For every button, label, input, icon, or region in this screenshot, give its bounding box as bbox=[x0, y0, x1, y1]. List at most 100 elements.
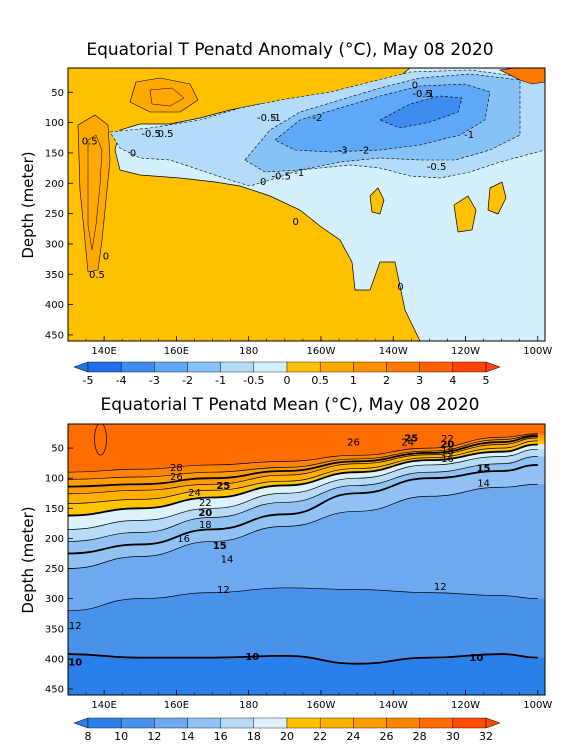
contour-label: 20 bbox=[198, 508, 212, 519]
colorbar-segment bbox=[353, 717, 387, 729]
contour-label: 16 bbox=[441, 454, 454, 465]
contour-label: 26 bbox=[347, 438, 360, 449]
anomaly-east-blob-2 bbox=[487, 181, 507, 215]
mean-warm-pocket bbox=[94, 424, 107, 456]
colorbar-label: 18 bbox=[247, 730, 261, 743]
colorbar-label: -1 bbox=[215, 374, 226, 387]
x-tick-label: 100W bbox=[523, 346, 552, 357]
mean-contour-20 bbox=[68, 443, 538, 517]
contour-label: 14 bbox=[221, 554, 234, 565]
y-tick-label: 250 bbox=[45, 209, 64, 220]
colorbar-segment bbox=[452, 361, 487, 373]
colorbar-segment bbox=[253, 717, 288, 729]
colorbar-label: -5 bbox=[83, 374, 94, 387]
colorbar-label: 2 bbox=[383, 374, 390, 387]
colorbar-right-arrow bbox=[485, 361, 501, 373]
colorbar-segment bbox=[452, 717, 487, 729]
colorbar-segment bbox=[154, 361, 188, 373]
contour-label: 22 bbox=[199, 498, 212, 509]
colorbar-label: 8 bbox=[85, 730, 92, 743]
y-tick-label: 400 bbox=[45, 654, 64, 665]
x-tick-label: 180 bbox=[239, 700, 258, 711]
colorbar-segment bbox=[87, 717, 122, 729]
colorbar-label: 32 bbox=[479, 730, 493, 743]
colorbar-label: 3 bbox=[416, 374, 423, 387]
anomaly-y-ticks: 50 100 150 200 250 300 350 400 450 bbox=[45, 88, 73, 341]
y-tick-label: 450 bbox=[45, 330, 64, 341]
contour-label: -3 bbox=[338, 145, 348, 156]
colorbar-segment bbox=[286, 717, 321, 729]
mean-contour-24 bbox=[68, 437, 538, 495]
colorbar-segment bbox=[120, 361, 155, 373]
mean-frame bbox=[67, 423, 546, 696]
colorbar-segment bbox=[220, 361, 255, 373]
colorbar-label: 1 bbox=[350, 374, 357, 387]
contour-label: 16 bbox=[177, 534, 190, 545]
colorbar-label: 10 bbox=[114, 730, 128, 743]
contour-label: 0.5 bbox=[158, 129, 174, 140]
contour-label: -1 bbox=[424, 89, 434, 100]
contour-label: 0 bbox=[130, 148, 136, 159]
y-tick-label: 50 bbox=[51, 88, 64, 99]
x-tick-label: 180 bbox=[239, 346, 258, 357]
contour-label: 0 bbox=[260, 177, 266, 188]
contour-label: -2 bbox=[312, 113, 322, 124]
contour-label: 12 bbox=[217, 585, 230, 596]
contour-label: -0.5 bbox=[271, 171, 291, 182]
anomaly-title: Equatorial T Penatd Anomaly (°C), May 08… bbox=[86, 40, 493, 60]
x-tick-label: 100W bbox=[523, 700, 552, 711]
y-tick-label: 300 bbox=[45, 239, 64, 250]
mean-y-ticks: 50 100 150 200 250 300 350 400 450 bbox=[45, 444, 73, 695]
y-tick-label: 50 bbox=[51, 444, 64, 455]
mean-contour-14 bbox=[68, 483, 538, 569]
contour-label: 22 bbox=[441, 434, 454, 445]
mean-colorbar: 8 10 12 14 16 18 20 22 24 26 28 30 32 bbox=[73, 717, 501, 743]
anomaly-frame bbox=[67, 67, 546, 342]
y-tick-label: 300 bbox=[45, 594, 64, 605]
mean-contour-26 bbox=[68, 434, 538, 480]
contour-label: 0 bbox=[412, 80, 418, 91]
mean-contour-15 bbox=[68, 464, 538, 555]
y-tick-label: 200 bbox=[45, 179, 64, 190]
anomaly-field bbox=[68, 68, 545, 341]
colorbar-label: 4 bbox=[449, 374, 456, 387]
anomaly-panel: Equatorial T Penatd Anomaly (°C), May 08… bbox=[19, 40, 552, 387]
x-tick-label: 120W bbox=[451, 346, 480, 357]
y-tick-label: 350 bbox=[45, 270, 64, 281]
mean-title: Equatorial T Penatd Mean (°C), May 08 20… bbox=[100, 395, 479, 415]
contour-label: -1 bbox=[294, 168, 304, 179]
colorbar-segment bbox=[286, 361, 321, 373]
contour-label: 12 bbox=[69, 621, 82, 632]
anomaly-east-warm bbox=[498, 68, 545, 85]
colorbar-segment bbox=[154, 717, 188, 729]
colorbar-label: 20 bbox=[280, 730, 294, 743]
mean-contour-12 bbox=[68, 587, 538, 612]
colorbar-label: -2 bbox=[182, 374, 193, 387]
contour-label: 0.5 bbox=[82, 136, 98, 147]
colorbar-label: 28 bbox=[413, 730, 427, 743]
colorbar-label: 24 bbox=[346, 730, 360, 743]
anomaly-contour-labels: 0.50-0.50.50-0.5-1 -2-3 -2-0.5 -1-1-0.5000.… bbox=[82, 80, 474, 292]
colorbar-label: 26 bbox=[380, 730, 394, 743]
anomaly-ylabel: Depth (meter) bbox=[19, 151, 37, 258]
contour-label: 0.5 bbox=[89, 270, 105, 281]
anomaly-x-ticks: 140E 160E 180 160W 140W 120W 100W bbox=[67, 336, 552, 357]
mean-x-ticks: 140E 160E 180 160W 140W 120W 100W bbox=[67, 690, 552, 711]
colorbar-right-arrow bbox=[485, 717, 501, 729]
colorbar-label: -4 bbox=[116, 374, 127, 387]
anomaly-colorbar: -5 -4 -3 -2 -1 -0.5 0 0.5 1 2 3 4 5 bbox=[73, 361, 501, 387]
contour-label: 28 bbox=[170, 463, 183, 474]
colorbar-segment bbox=[120, 717, 155, 729]
colorbar-label: 22 bbox=[313, 730, 327, 743]
colorbar-segment bbox=[187, 717, 221, 729]
colorbar-segment bbox=[386, 361, 420, 373]
contour-label: -0.5 bbox=[257, 113, 277, 124]
y-tick-label: 350 bbox=[45, 624, 64, 635]
colorbar-segment bbox=[386, 717, 420, 729]
contour-label: 25 bbox=[404, 433, 418, 444]
x-tick-label: 140W bbox=[379, 700, 408, 711]
colorbar-segment bbox=[419, 717, 454, 729]
y-tick-label: 200 bbox=[45, 534, 64, 545]
colorbar-left-arrow bbox=[73, 717, 89, 729]
